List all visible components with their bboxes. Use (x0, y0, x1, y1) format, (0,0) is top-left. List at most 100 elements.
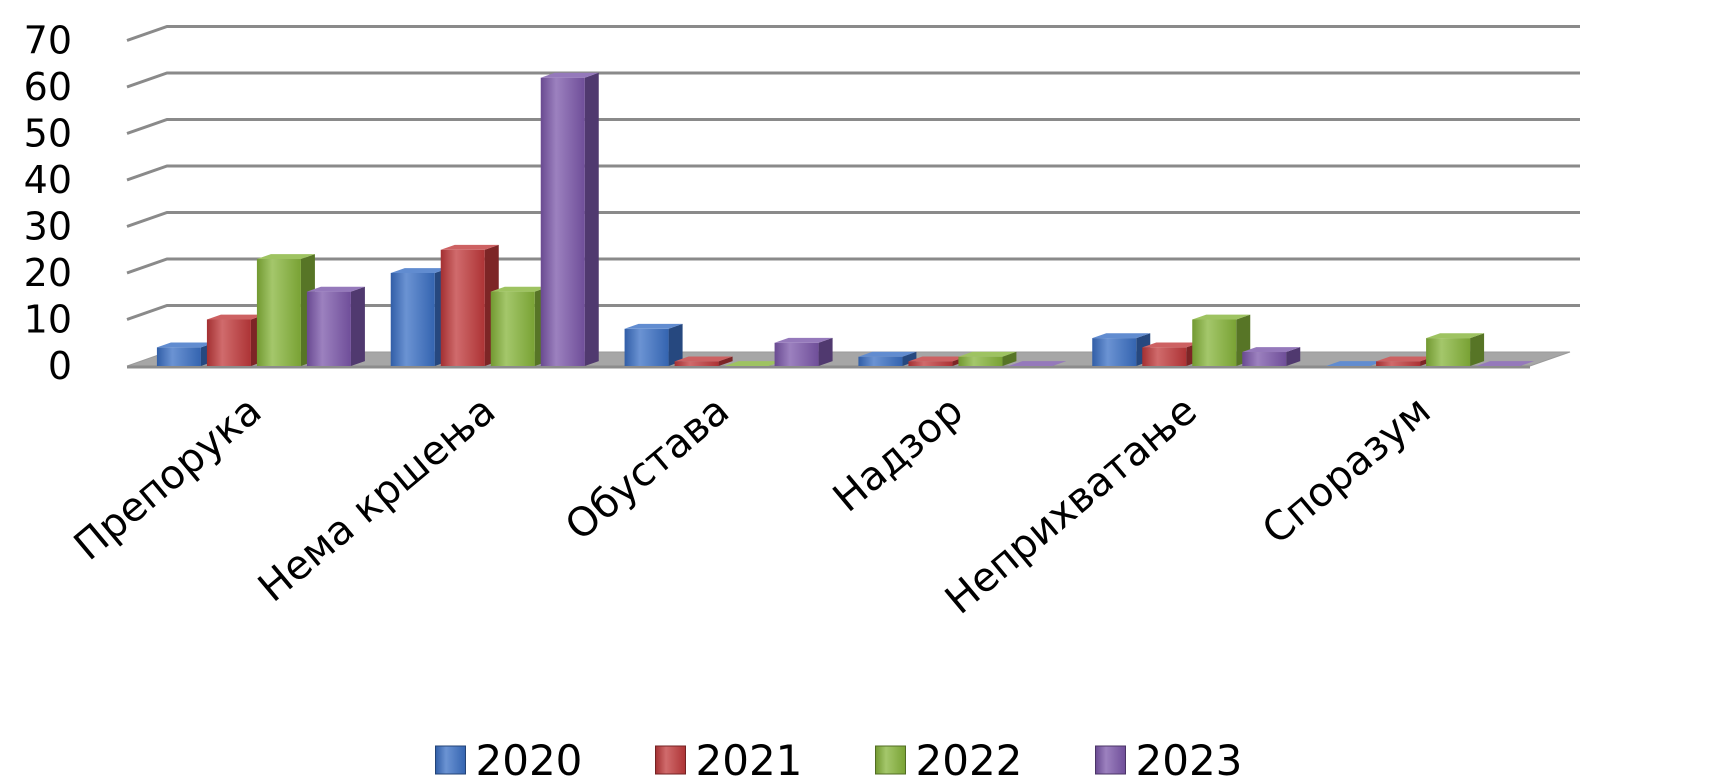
gridline (126, 25, 1580, 42)
bar-top (724, 361, 783, 366)
bar-front (440, 249, 485, 366)
bar-front (1426, 338, 1471, 366)
bar-top (156, 342, 215, 348)
bar-front (1092, 338, 1137, 366)
bar-2020-4 (1092, 333, 1151, 366)
y-tick-label: 40 (24, 158, 72, 202)
chart-gridlines (126, 25, 1580, 321)
bar-top (206, 314, 265, 320)
bar-front (1242, 352, 1287, 366)
gridline (126, 118, 1580, 135)
category-label: Неприхватање (937, 387, 1206, 623)
y-tick-label: 20 (24, 251, 72, 295)
bar-2020-1 (390, 268, 449, 366)
bar-2022-1 (490, 286, 549, 366)
bar-front (156, 347, 201, 366)
bar-front (1376, 361, 1421, 366)
bar-top (390, 268, 449, 273)
bar-2023-1 (540, 72, 599, 367)
legend-swatch (875, 745, 906, 775)
bar-2022-2 (724, 361, 783, 366)
bar-front (306, 291, 351, 366)
bar-front (774, 342, 819, 366)
bar-top (858, 351, 917, 357)
bar-2022-0 (256, 254, 315, 366)
bar-top (1192, 314, 1251, 320)
gridline (126, 164, 1580, 182)
bar-top (540, 72, 599, 78)
bar-top (958, 351, 1017, 357)
bar-2020-3 (858, 351, 917, 366)
gridline (126, 71, 1580, 89)
bar-top (256, 254, 315, 260)
bar-front (206, 319, 251, 366)
bar-front (674, 361, 719, 366)
bar-top (624, 323, 683, 329)
bar-2022-3 (958, 351, 1017, 366)
bar-top (1376, 356, 1435, 362)
bar-top (1142, 342, 1201, 348)
bar-2021-4 (1142, 342, 1201, 366)
bar-2023-4 (1242, 347, 1301, 366)
chart-legend: 2020 2021 2022 2023 (435, 736, 1242, 782)
legend-item-2021: 2021 (655, 736, 803, 782)
bar-front (490, 291, 535, 366)
y-tick-label: 60 (24, 65, 72, 109)
category-label: Споразум (1254, 387, 1440, 553)
chart-bars (156, 72, 1535, 367)
bar-front (540, 77, 585, 366)
bar-2020-5 (1326, 361, 1385, 366)
gridline (126, 211, 1580, 228)
category-label: Нема кршења (250, 387, 504, 611)
bar-top (1242, 347, 1301, 353)
bar-side (718, 356, 733, 366)
bar-front (908, 361, 953, 366)
bar-2021-0 (206, 314, 265, 366)
y-tick-label: 30 (24, 205, 72, 249)
bar-front (390, 273, 435, 366)
bar-front (624, 328, 669, 366)
bar-2021-2 (674, 356, 733, 366)
legend-label: 2020 (476, 736, 583, 782)
legend-label: 2022 (916, 736, 1023, 782)
bar-2020-0 (156, 342, 215, 366)
bar-top (908, 356, 967, 362)
bar-top (1426, 333, 1485, 339)
category-label: Препорука (66, 387, 271, 569)
bar-2023-0 (306, 286, 365, 366)
bar-top (1476, 361, 1535, 366)
bar-top (1092, 333, 1151, 339)
legend-item-2023: 2023 (1095, 736, 1242, 782)
legend-swatch (655, 745, 686, 775)
bar-2023-2 (774, 337, 833, 366)
bar-side (350, 286, 365, 366)
y-tick-label: 70 (24, 19, 72, 63)
bar-2023-5 (1476, 361, 1535, 366)
bar-top (306, 286, 365, 292)
bar-side (1470, 333, 1485, 366)
bar-2021-1 (440, 244, 499, 366)
bar-side (818, 337, 833, 366)
bar-side (1002, 351, 1017, 366)
bar-top (1008, 361, 1067, 366)
bar-front (1192, 319, 1237, 366)
bar-top (674, 356, 733, 362)
gridline (126, 257, 1580, 275)
legend-label: 2021 (696, 736, 803, 782)
bar-side (584, 72, 599, 367)
bar-front (958, 356, 1003, 366)
bar-front (1142, 347, 1187, 366)
category-label: Надзор (825, 387, 972, 521)
y-tick-label: 50 (24, 112, 72, 156)
bar-side (1286, 347, 1301, 366)
category-label: Обустава (557, 387, 738, 549)
bar-top (1326, 361, 1385, 366)
bar-2023-3 (1008, 361, 1067, 366)
bar-front (858, 356, 903, 366)
legend-swatch (1095, 745, 1126, 775)
bar-top (774, 337, 833, 343)
legend-item-2022: 2022 (875, 736, 1023, 782)
